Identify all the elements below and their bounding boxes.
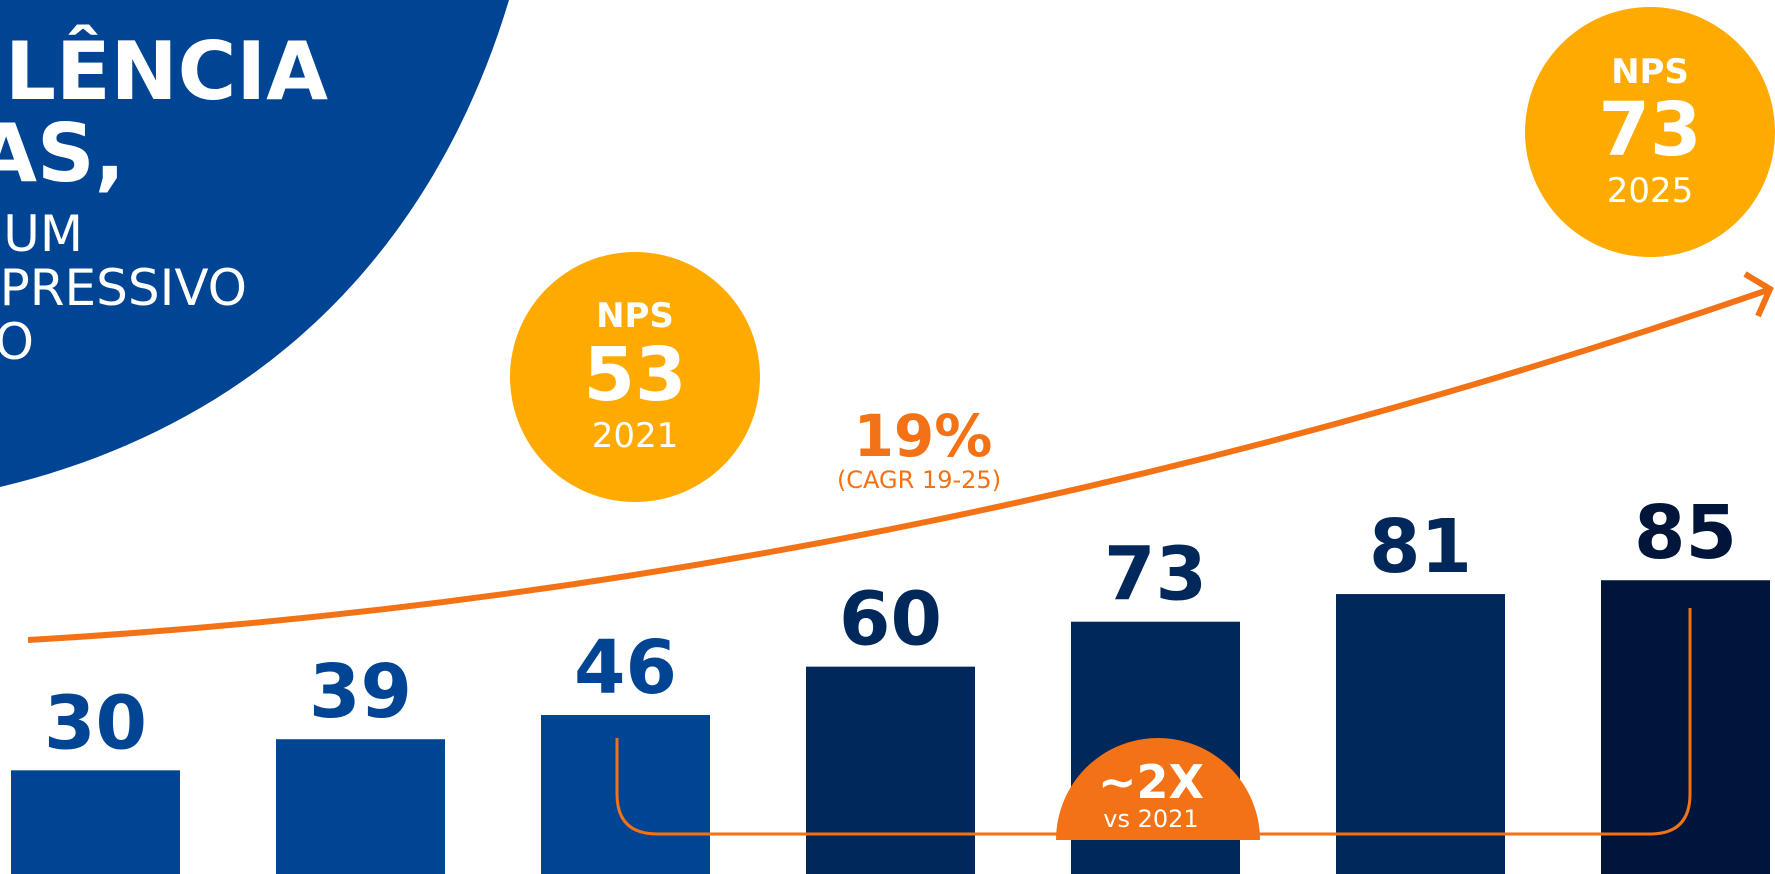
growth-text: 19% bbox=[854, 402, 993, 470]
value-label: 46 bbox=[574, 625, 677, 711]
title-blob bbox=[0, 0, 509, 487]
badge-year: 2021 bbox=[592, 416, 679, 456]
badge-year: 2025 bbox=[1607, 171, 1694, 211]
multiple-text: ~2X bbox=[1098, 755, 1204, 809]
bar bbox=[541, 715, 710, 874]
badge-label: NPS bbox=[1611, 52, 1689, 92]
title-line: UM bbox=[3, 205, 83, 263]
badge-circle bbox=[1525, 7, 1775, 257]
title-line: ELÊNCIA bbox=[0, 24, 328, 118]
nps-badge: NPS 73 2025 bbox=[1525, 7, 1775, 257]
value-label: 30 bbox=[44, 680, 147, 766]
bars: 30 39 46 60 73 81 85 bbox=[11, 490, 1770, 874]
bar bbox=[806, 666, 975, 874]
title: ELÊNCIA AS, UM XPRESSIVO O bbox=[0, 24, 328, 371]
title-line: AS, bbox=[0, 107, 125, 200]
bar bbox=[1601, 580, 1770, 874]
value-label: 85 bbox=[1634, 490, 1737, 576]
value-label: 60 bbox=[839, 577, 942, 663]
multiple-note: vs 2021 bbox=[1103, 805, 1198, 833]
badge-value: 53 bbox=[584, 332, 687, 418]
title-line: O bbox=[0, 313, 34, 371]
bar bbox=[1336, 594, 1505, 874]
value-label: 73 bbox=[1104, 532, 1207, 618]
arrow-head bbox=[1743, 271, 1774, 318]
badge-label: NPS bbox=[596, 296, 674, 336]
bar bbox=[276, 739, 445, 874]
badge-value: 73 bbox=[1599, 87, 1702, 173]
growth-arrow bbox=[27, 287, 1769, 643]
nps-badge: NPS 53 2021 bbox=[510, 252, 760, 502]
bar bbox=[11, 770, 180, 874]
growth-note: (CAGR 19-25) bbox=[837, 466, 1001, 494]
title-line: XPRESSIVO bbox=[0, 259, 247, 317]
value-label: 39 bbox=[309, 649, 412, 735]
badge-circle bbox=[510, 252, 760, 502]
multiple-badge bbox=[1056, 738, 1260, 840]
value-label: 81 bbox=[1369, 504, 1472, 590]
